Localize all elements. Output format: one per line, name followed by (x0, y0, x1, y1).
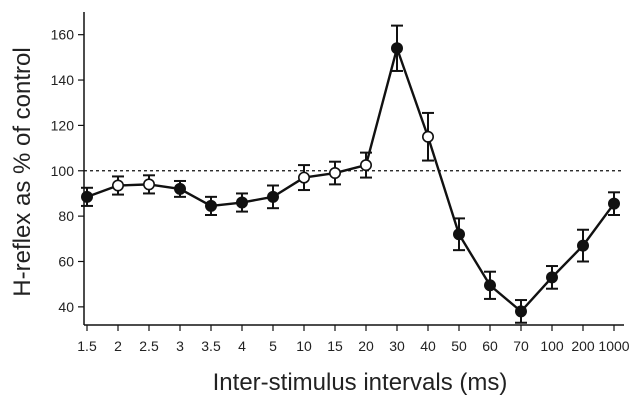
data-point-open (143, 178, 156, 191)
x-tick-label: 40 (420, 338, 436, 354)
x-axis-label: Inter-stimulus intervals (ms) (213, 369, 508, 396)
data-point-filled (452, 228, 465, 241)
x-tick-label: 10 (296, 338, 312, 354)
data-point-open (328, 167, 341, 180)
axes (83, 12, 624, 326)
x-tick-label: 30 (389, 338, 405, 354)
x-tick-label: 50 (451, 338, 467, 354)
data-point-filled (236, 196, 249, 209)
x-tick-label: 2 (114, 338, 122, 354)
data-point-filled (545, 271, 558, 284)
x-tick-label: 60 (482, 338, 498, 354)
x-tick-label: 70 (513, 338, 529, 354)
data-point-filled (174, 182, 187, 195)
y-axis-label: H-reflex as % of control (9, 47, 36, 296)
x-tick-label: 15 (327, 338, 343, 354)
y-tick-label: 140 (51, 72, 75, 88)
data-point-open (112, 179, 125, 192)
y-tick-label: 100 (51, 163, 75, 179)
data-point-filled (266, 190, 279, 203)
x-tick-label: 1.5 (77, 338, 97, 354)
x-tick-label: 5 (269, 338, 277, 354)
data-point-filled (607, 197, 620, 210)
y-tick-label: 60 (58, 253, 74, 269)
x-tick-label: 20 (358, 338, 374, 354)
data-point-filled (514, 305, 527, 318)
y-tick-label: 120 (51, 117, 75, 133)
y-tick-label: 40 (58, 299, 74, 315)
data-point-open (359, 159, 372, 172)
data-point-filled (390, 42, 403, 55)
y-tick-label: 80 (58, 208, 74, 224)
data-point-open (297, 171, 310, 184)
x-tick-label: 100 (540, 338, 564, 354)
data-point-filled (205, 199, 218, 212)
x-tick-label: 1000 (598, 338, 629, 354)
data-point-filled (483, 279, 496, 292)
ticks: 40 60 80 100 120 140 160 1.5 2 2.5 3 3.5 4 5 10 15 20 30 4… (51, 27, 630, 354)
data-point-open (421, 130, 434, 143)
x-tick-label: 2.5 (139, 338, 159, 354)
data-point-filled (81, 190, 94, 203)
x-tick-label: 4 (238, 338, 246, 354)
x-tick-label: 3 (176, 338, 184, 354)
series-group (86, 47, 615, 313)
series-line (86, 47, 615, 313)
y-tick-label: 160 (51, 27, 75, 43)
data-point-filled (576, 239, 589, 252)
markers-group (81, 24, 620, 324)
x-tick-label: 200 (571, 338, 595, 354)
x-tick-label: 3.5 (201, 338, 221, 354)
